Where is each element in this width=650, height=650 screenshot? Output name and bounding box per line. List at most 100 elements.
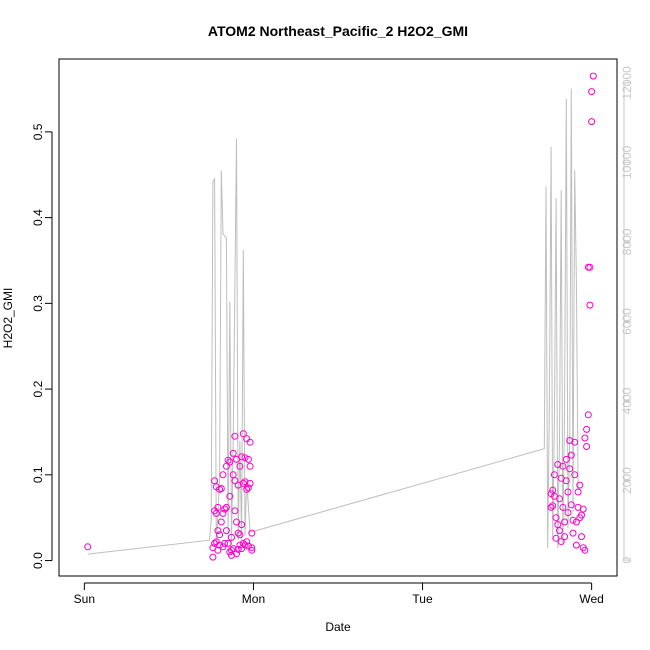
data-point — [246, 462, 254, 470]
data-point — [236, 462, 244, 470]
data-point — [229, 449, 237, 457]
x-tick-label: Mon — [242, 592, 265, 606]
data-point — [221, 505, 229, 513]
data-point — [583, 425, 591, 433]
data-point — [581, 546, 589, 554]
x-axis-label: Date — [325, 620, 351, 634]
data-point — [566, 465, 574, 473]
data-point — [579, 505, 587, 513]
data-point — [217, 485, 225, 492]
data-point — [574, 488, 582, 496]
data-point — [219, 543, 227, 551]
x-axis: Sun Mon Tue Wed — [74, 582, 604, 606]
data-point — [216, 531, 224, 539]
data-point — [244, 542, 252, 550]
data-point — [571, 471, 579, 479]
data-point — [567, 451, 575, 459]
x-tick-label: Wed — [579, 592, 603, 606]
data-point — [584, 411, 592, 419]
data-point — [567, 501, 575, 509]
y-tick-label: 0.0 — [31, 552, 45, 569]
data-point — [241, 541, 249, 549]
data-point — [589, 72, 597, 80]
y2-tick-label: 10000 — [620, 145, 634, 179]
data-point — [248, 544, 256, 552]
data-point — [246, 438, 254, 446]
y-tick-label: 0.5 — [31, 123, 45, 140]
plot-area — [84, 72, 597, 561]
y2-tick-label: 0 — [620, 556, 634, 563]
y2-tick-label: 2000 — [620, 467, 634, 494]
x-tick-label: Tue — [412, 592, 433, 606]
data-point — [559, 503, 567, 511]
y-tick-label: 0.1 — [31, 466, 45, 483]
data-point — [569, 516, 577, 524]
data-point — [562, 455, 570, 463]
chart-title: ATOM2 Northeast_Pacific_2 H2O2_GMI — [208, 23, 468, 39]
data-point — [566, 437, 574, 444]
data-point — [84, 543, 92, 551]
y2-tick-label: 8000 — [620, 228, 634, 255]
data-point — [569, 529, 577, 537]
data-point — [586, 301, 594, 309]
data-point — [226, 492, 234, 500]
data-point — [243, 485, 251, 493]
data-point — [238, 453, 246, 461]
data-point — [561, 533, 569, 541]
data-point — [588, 118, 596, 126]
data-point — [234, 545, 242, 553]
y-tick-label: 0.3 — [31, 295, 45, 312]
y2-tick-label: 12000 — [620, 66, 634, 100]
data-point — [572, 541, 580, 549]
data-point — [233, 550, 240, 558]
y-axis-label: H2O2_GMI — [1, 288, 15, 349]
data-point — [231, 507, 239, 515]
data-point — [588, 88, 596, 96]
data-point — [581, 434, 589, 442]
data-point — [246, 479, 254, 487]
data-point — [583, 443, 591, 450]
data-point — [239, 430, 247, 438]
data-point — [219, 471, 227, 479]
data-point — [571, 438, 579, 446]
data-point — [231, 477, 239, 485]
data-point — [244, 484, 252, 492]
data-point — [219, 509, 227, 517]
y2-tick-label: 4000 — [620, 387, 634, 414]
y-axis: 0.0 0.1 0.2 0.3 0.4 0.5 — [31, 123, 53, 569]
y-tick-label: 0.2 — [31, 380, 45, 397]
data-point — [214, 503, 222, 511]
data-point — [214, 527, 222, 535]
data-point — [243, 538, 251, 546]
y-tick-label: 0.4 — [31, 209, 45, 226]
data-point — [239, 479, 247, 487]
data-point — [211, 539, 219, 547]
data-point — [231, 432, 239, 440]
series-line-secondary — [87, 88, 579, 555]
data-point — [221, 539, 229, 547]
data-point — [552, 514, 560, 522]
data-point — [228, 533, 235, 541]
x-tick-label: Sun — [74, 592, 95, 606]
data-point — [248, 546, 256, 554]
data-point — [562, 477, 570, 485]
data-point — [556, 527, 563, 535]
data-point — [228, 546, 235, 554]
data-point — [226, 458, 234, 466]
secondary-y-axis: 0 2000 4000 6000 8000 10000 12000 — [620, 66, 634, 564]
data-point — [217, 518, 225, 526]
data-point — [561, 518, 569, 526]
data-point — [552, 534, 560, 542]
data-point — [241, 454, 249, 462]
data-point — [236, 541, 244, 549]
data-point — [222, 503, 230, 511]
data-point — [576, 481, 584, 489]
data-point — [211, 477, 219, 485]
data-point — [586, 263, 594, 271]
data-point — [559, 462, 567, 470]
data-point — [248, 529, 256, 537]
data-point — [556, 495, 563, 503]
data-point — [222, 527, 230, 535]
data-point — [564, 509, 572, 517]
